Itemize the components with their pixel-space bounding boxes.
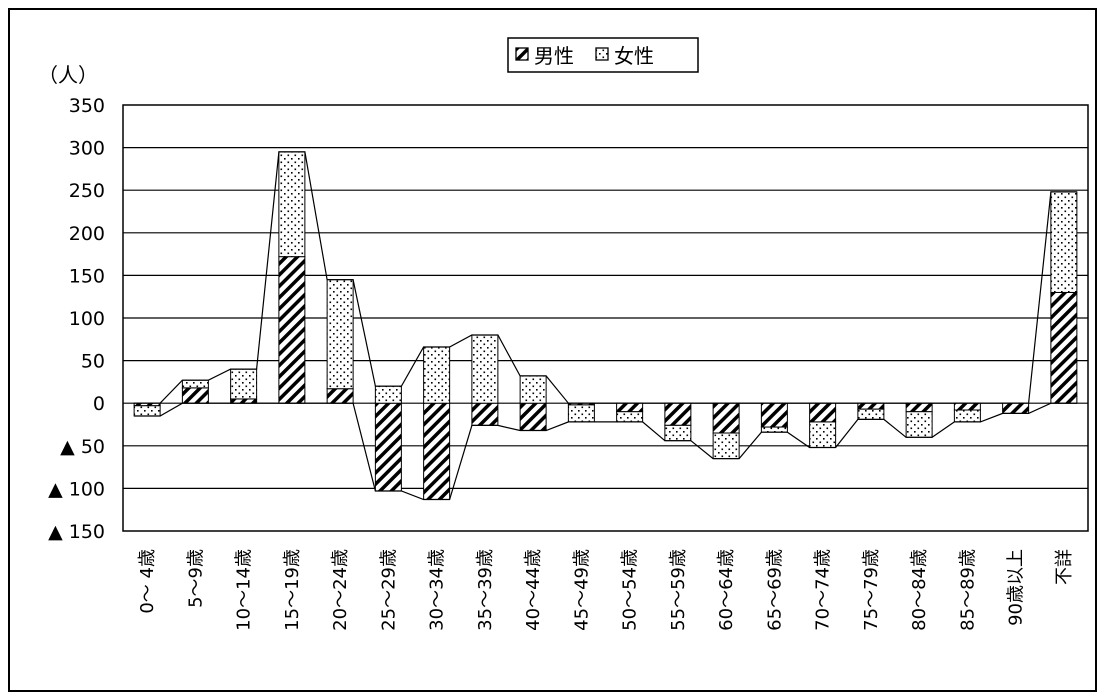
x-tick-label: 45～49歳 xyxy=(571,549,592,631)
series-lines xyxy=(134,151,1077,501)
x-tick-label: 0～ 4歳 xyxy=(137,549,158,614)
y-tick-label: 200 xyxy=(69,223,105,245)
bar-male xyxy=(616,402,644,413)
bar-male xyxy=(809,402,837,423)
legend-label-female: 女性 xyxy=(614,44,654,68)
bar-male xyxy=(857,402,885,410)
x-tick-label: 80～84歳 xyxy=(909,549,930,631)
legend-label-male: 男性 xyxy=(534,44,574,68)
bar-male xyxy=(664,402,692,426)
bar-female xyxy=(133,405,161,417)
bar-female xyxy=(181,379,209,389)
bar-female xyxy=(809,421,837,449)
y-tick-label: ▲ 50 xyxy=(60,436,105,458)
bar-female xyxy=(905,411,933,438)
bar-male xyxy=(519,402,547,431)
bar-female xyxy=(519,375,547,404)
bars xyxy=(133,151,1078,500)
y-tick-label: 50 xyxy=(81,351,105,373)
bar-female xyxy=(423,346,451,404)
y-tick-label: ▲ 100 xyxy=(48,478,105,500)
x-tick-label: 90歳以上 xyxy=(1006,549,1027,626)
bar-female xyxy=(1050,191,1078,293)
x-tick-label: 20～24歳 xyxy=(330,549,351,631)
x-tick-label: 85～89歳 xyxy=(957,549,978,631)
x-tick-label: 10～14歳 xyxy=(234,549,255,631)
bar-female xyxy=(953,409,981,423)
x-tick-label: 40～44歳 xyxy=(523,549,544,631)
y-tick-label: 150 xyxy=(69,265,105,287)
chart-frame: 350 300 250 200 150 100 50 0 ▲ 50 ▲ 100 ▲ 150 0～ 4… xyxy=(8,8,1097,692)
y-tick-label: 350 xyxy=(69,95,105,117)
y-tick-label: 250 xyxy=(69,180,105,202)
gridlines xyxy=(123,147,1088,489)
y-tick-label: 300 xyxy=(69,138,105,160)
bar-female xyxy=(712,432,740,460)
x-tick-label: 65～69歳 xyxy=(764,549,785,631)
x-tick-label: 15～19歳 xyxy=(282,549,303,631)
x-tick-label: 25～29歳 xyxy=(378,549,399,631)
x-tick-label: 30～34歳 xyxy=(427,549,448,631)
y-tick-label: ▲ 150 xyxy=(48,521,105,543)
y-tick-labels: 350 300 250 200 150 100 50 0 ▲ 50 ▲ 100 ▲ 150 xyxy=(48,95,105,543)
bar-male xyxy=(374,402,402,492)
x-tick-label: 60～64歳 xyxy=(716,549,737,631)
x-tick-label: 55～59歳 xyxy=(668,549,689,631)
legend-swatch-male xyxy=(515,47,529,61)
bar-female xyxy=(471,334,499,404)
bar-male xyxy=(953,402,981,411)
series-line-lower xyxy=(134,402,1077,501)
bar-male xyxy=(278,256,306,404)
y-unit-label: （人） xyxy=(38,63,98,87)
y-tick-label: 100 xyxy=(69,308,105,330)
x-tick-label: 75～79歳 xyxy=(861,549,882,631)
bar-male xyxy=(230,398,258,404)
y-tick-label: 0 xyxy=(93,393,105,415)
x-tick-label: 50～54歳 xyxy=(620,549,641,631)
bar-female xyxy=(326,279,354,390)
chart-svg: 350 300 250 200 150 100 50 0 ▲ 50 ▲ 100 ▲ 150 0～ 4… xyxy=(38,37,1089,631)
bar-male xyxy=(423,402,451,500)
x-tick-label: 35～39歳 xyxy=(475,549,496,631)
bar-female xyxy=(616,411,644,423)
plot-area-border xyxy=(122,104,1089,532)
x-tick-label: 不詳 xyxy=(1054,549,1075,585)
bar-male xyxy=(326,388,354,404)
bar-male xyxy=(905,402,933,413)
bar-female xyxy=(278,151,306,258)
bar-male xyxy=(712,402,740,434)
bar-female xyxy=(567,404,595,423)
legend-swatch-female xyxy=(595,47,609,61)
bar-female xyxy=(230,368,258,400)
bar-female xyxy=(374,385,402,404)
legend: 男性 女性 xyxy=(507,37,699,73)
bar-male xyxy=(1002,402,1030,414)
x-tick-label: 70～74歳 xyxy=(813,549,834,631)
bar-female xyxy=(760,426,788,433)
bar-female xyxy=(857,408,885,420)
bar-female xyxy=(664,424,692,442)
x-tick-label: 5～9歳 xyxy=(185,549,206,608)
x-tick-labels: 0～ 4歳 5～9歳 10～14歳 15～19歳 20～24歳 25～29歳 30～34歳 3… xyxy=(137,549,1075,631)
bar-male xyxy=(760,402,788,428)
bar-male xyxy=(471,402,499,426)
bar-male xyxy=(181,387,209,404)
series-line-upper xyxy=(134,151,1077,404)
bar-male xyxy=(1050,291,1078,404)
